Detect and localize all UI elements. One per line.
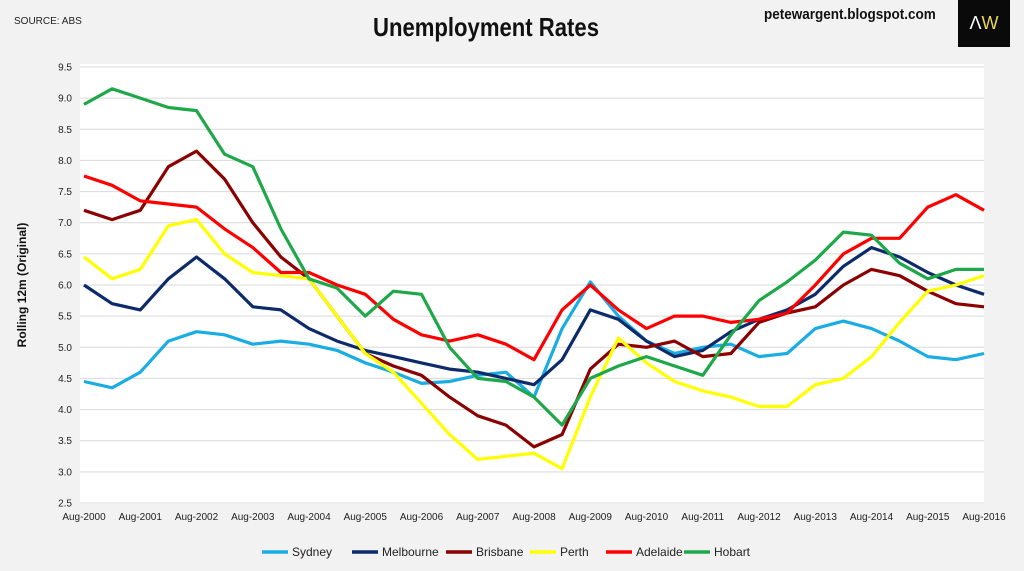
y-tick-label: 3.0	[58, 467, 72, 478]
y-tick-label: 5.5	[58, 312, 72, 323]
series-line-melbourne	[83, 246, 985, 387]
series-lines	[83, 87, 985, 471]
y-tick-label: 2.5	[58, 499, 72, 510]
legend-label-brisbane: Brisbane	[476, 545, 524, 559]
y-tick-label: 7.5	[58, 187, 72, 198]
x-tick-label: Aug-2003	[231, 512, 275, 523]
y-axis-label: Rolling 12m (Original)	[15, 223, 29, 348]
site-url: petewargent.blogspot.com	[764, 6, 936, 23]
source-note: SOURCE: ABS	[14, 16, 82, 27]
x-tick-label: Aug-2000	[62, 512, 106, 523]
y-tick-label: 5.0	[58, 343, 72, 354]
series-line-brisbane	[83, 149, 985, 449]
x-tick-label: Aug-2009	[569, 512, 613, 523]
x-tick-label: Aug-2015	[906, 512, 950, 523]
x-tick-label: Aug-2005	[344, 512, 388, 523]
x-tick-label: Aug-2010	[625, 512, 669, 523]
x-tick-label: Aug-2001	[119, 512, 163, 523]
x-tick-label: Aug-2008	[512, 512, 556, 523]
y-tick-label: 3.5	[58, 436, 72, 447]
legend-label-melbourne: Melbourne	[382, 545, 439, 559]
y-tick-label: 4.0	[58, 405, 72, 416]
legend: Sydney Melbourne Brisbane Perth Adelaide Hoba…	[262, 545, 751, 559]
series-line-hobart	[83, 87, 984, 427]
legend-label-perth: Perth	[560, 545, 589, 559]
x-tick-label: Aug-2014	[850, 512, 894, 523]
x-tick-label: Aug-2002	[175, 512, 219, 523]
y-tick-label: 6.5	[58, 249, 72, 260]
y-tick-label: 9.5	[58, 63, 72, 74]
x-tick-label: Aug-2007	[456, 512, 500, 523]
x-tick-label: Aug-2013	[794, 512, 838, 523]
x-tick-label: Aug-2016	[962, 512, 1006, 523]
y-tick-label: 8.5	[58, 125, 72, 136]
x-tick-label: Aug-2012	[737, 512, 781, 523]
legend-label-sydney: Sydney	[292, 545, 332, 559]
series-line-perth	[83, 218, 985, 471]
legend-label-adelaide: Adelaide	[636, 545, 683, 559]
x-tick-label: Aug-2004	[287, 512, 331, 523]
x-axis-ticks: Aug-2000 Aug-2001 Aug-2002 Aug-2003 Aug-2004…	[62, 512, 1006, 523]
x-tick-label: Aug-2011	[681, 512, 724, 523]
series-line-adelaide	[83, 174, 985, 362]
x-tick-label: Aug-2006	[400, 512, 444, 523]
y-tick-label: 6.0	[58, 281, 72, 292]
y-tick-label: 9.0	[58, 94, 72, 105]
y-tick-label: 4.5	[58, 374, 72, 385]
chart-title: Unemployment Rates	[373, 12, 599, 42]
y-axis-ticks: 2.5 3.0 3.5 4.0 4.5 5.0 5.5 6.0 6.5 7.0 7.5 8.0 8.5 9…	[58, 63, 72, 510]
legend-label-hobart: Hobart	[714, 545, 751, 559]
gridlines	[80, 66, 984, 504]
y-tick-label: 7.0	[58, 218, 72, 229]
y-tick-label: 8.0	[58, 156, 72, 167]
